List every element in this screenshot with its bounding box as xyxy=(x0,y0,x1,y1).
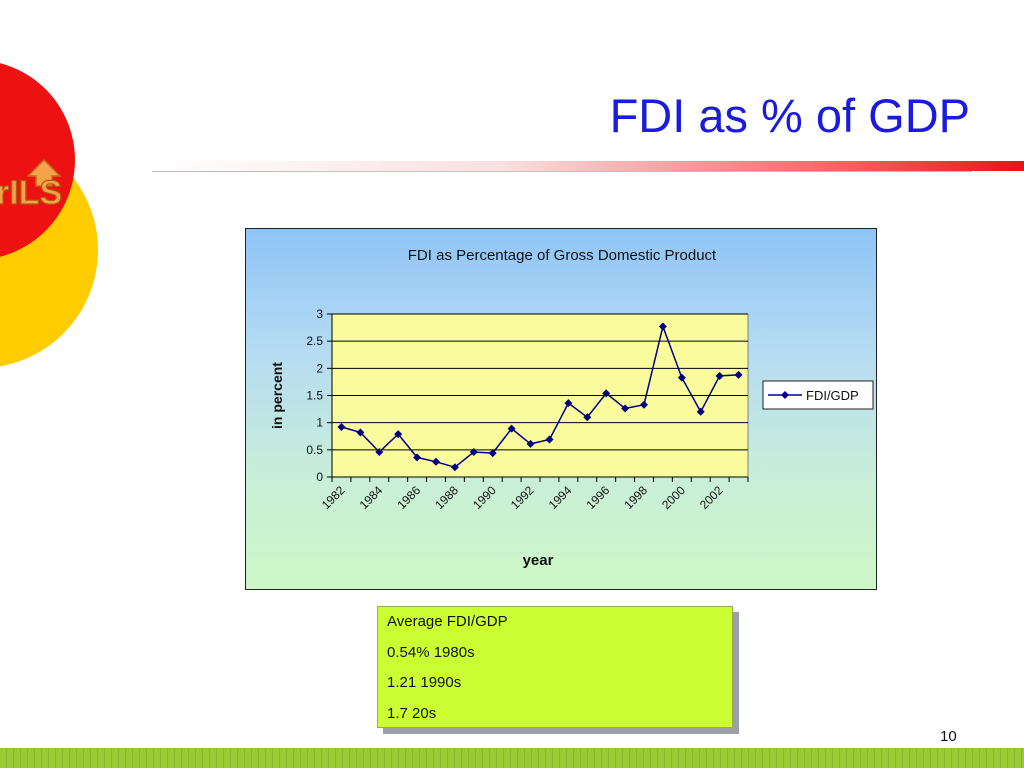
chart-title: FDI as Percentage of Gross Domestic Prod… xyxy=(408,247,717,264)
data-point-1982 xyxy=(337,423,346,432)
data-point-1986 xyxy=(413,453,422,462)
data-point-1985 xyxy=(394,430,403,439)
data-point-1993 xyxy=(545,435,554,444)
y-tick-label: 3 xyxy=(316,307,323,321)
data-point-1994 xyxy=(564,399,573,408)
fdi-line-chart: FDI as Percentage of Gross Domestic Prod… xyxy=(269,247,874,569)
data-point-1996 xyxy=(602,389,611,398)
x-tick-label: 2000 xyxy=(659,483,688,512)
y-tick-label: 0.5 xyxy=(306,443,323,457)
page-number: 10 xyxy=(940,728,957,745)
x-tick-label: 1996 xyxy=(584,483,613,512)
data-point-1992 xyxy=(526,439,535,448)
footer-bar xyxy=(0,748,1024,768)
x-tick-label: 1988 xyxy=(432,483,461,512)
data-point-1998 xyxy=(640,400,648,409)
data-points xyxy=(337,322,743,472)
data-point-1990 xyxy=(488,449,497,458)
x-tick-label: 2002 xyxy=(697,483,726,512)
y-tick-label: 1.5 xyxy=(306,389,323,403)
red-circle xyxy=(0,63,75,257)
logo: rILS xyxy=(0,158,63,213)
data-point-1983 xyxy=(356,428,365,437)
x-tick-label: 1994 xyxy=(546,483,575,512)
legend: FDI/GDP xyxy=(762,380,874,410)
data-point-1984 xyxy=(375,448,384,457)
x-tick-label: 1990 xyxy=(470,483,499,512)
grid-lines xyxy=(332,313,748,451)
info-line-1990s: 1.21 1990s xyxy=(387,674,462,691)
x-tick-label: 1998 xyxy=(621,483,650,512)
data-point-2003 xyxy=(734,370,743,379)
data-point-2001 xyxy=(696,407,705,416)
corner-decoration: rILS xyxy=(0,63,98,367)
logo-text: rILS xyxy=(0,174,62,212)
x-axis-label: year xyxy=(523,552,554,569)
legend-label: FDI/GDP xyxy=(806,388,859,403)
data-point-1991 xyxy=(507,424,516,433)
x-tick-label: 1984 xyxy=(357,483,386,512)
data-point-1999 xyxy=(658,322,667,331)
x-tick-label: 1992 xyxy=(508,483,537,512)
chart-frame: FDI as Percentage of Gross Domestic Prod… xyxy=(245,228,877,590)
slide-title: FDI as % of GDP xyxy=(609,89,970,142)
y-tick-label: 2.5 xyxy=(306,334,323,348)
average-info-box: Average FDI/GDP 0.54% 1980s 1.21 1990s 1… xyxy=(377,606,733,728)
data-point-1989 xyxy=(469,448,478,457)
y-axis-label: in percent xyxy=(269,362,285,429)
series-line-fdi-gdp xyxy=(341,323,739,469)
data-point-1997 xyxy=(621,404,630,413)
data-point-1995 xyxy=(583,413,592,422)
x-axis: 1982 1984 1986 1988 1990 1992 1994 1996 1998 2000… xyxy=(319,476,749,512)
y-tick-label: 2 xyxy=(316,361,323,375)
data-point-2002 xyxy=(715,371,724,380)
data-point-2000 xyxy=(677,373,686,382)
data-point-1987 xyxy=(432,457,440,466)
info-line-1980s: 0.54% 1980s xyxy=(387,643,475,661)
data-point-1988 xyxy=(450,463,459,472)
legend-marker-icon xyxy=(781,391,789,399)
info-line-heading: Average FDI/GDP xyxy=(387,613,508,630)
logo-arrow-icon xyxy=(26,158,62,187)
y-axis: 0 0.5 1 1.5 2 2.5 3 xyxy=(306,307,333,484)
title-underline xyxy=(152,161,1024,171)
y-tick-label: 0 xyxy=(316,470,323,484)
title-underline-shadow xyxy=(152,171,972,172)
x-tick-label: 1982 xyxy=(319,483,348,512)
x-tick-label: 1986 xyxy=(394,483,423,512)
info-line-2000s: 1.7 20s xyxy=(387,704,437,722)
y-tick-label: 1 xyxy=(316,416,323,430)
